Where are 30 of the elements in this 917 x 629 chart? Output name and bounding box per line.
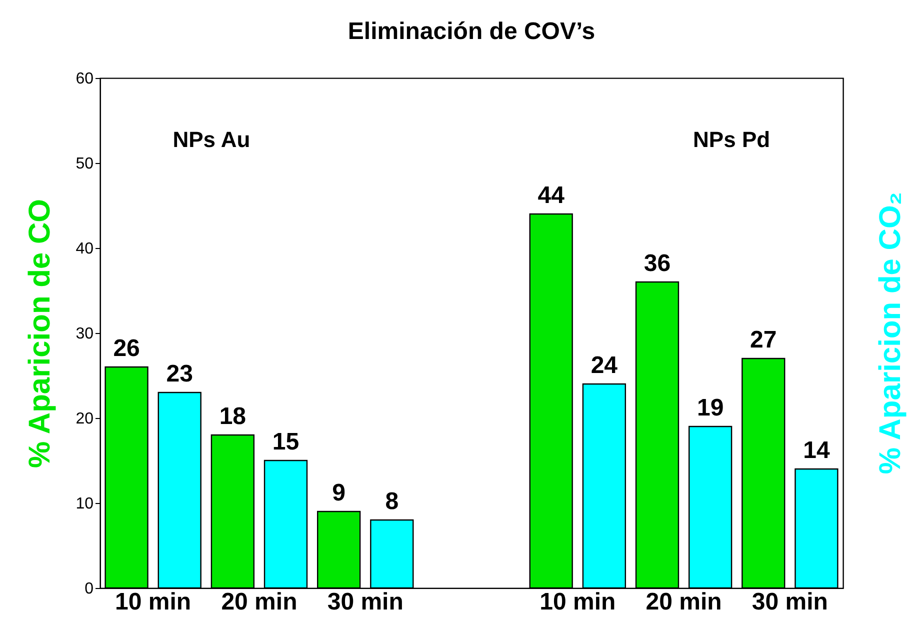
data-label: 26 (113, 335, 140, 362)
annotation: NPs Au (172, 127, 250, 152)
x-tick-label: 10 min (540, 588, 616, 616)
y-tick-label: 40 (76, 240, 94, 258)
data-label: 24 (590, 352, 618, 379)
data-label: 23 (166, 360, 193, 388)
x-tick-label: 10 min (115, 588, 192, 616)
y-tick-label: 30 (76, 326, 94, 342)
y-tick-label: 0 (84, 580, 94, 598)
data-label: 15 (272, 428, 300, 456)
x-tick-label: 20 min (221, 588, 298, 616)
y2-axis-title: % Aparicion de CO₂ (874, 192, 907, 474)
data-label: 9 (332, 480, 346, 506)
x-tick-label: 30 min (752, 588, 828, 616)
data-label: 36 (644, 250, 671, 277)
data-label: 19 (696, 394, 724, 422)
data-label: 14 (803, 437, 830, 464)
x-tick-label: 30 min (327, 588, 404, 616)
y-tick-label: 20 (76, 410, 94, 428)
annotation: NPs Pd (693, 127, 770, 152)
y-tick-label: 50 (76, 156, 94, 172)
data-label: 18 (219, 403, 246, 430)
y-axis-title: % Aparicion de CO (24, 199, 57, 468)
data-label: 44 (538, 182, 566, 209)
chart-title: Eliminación de COV’s (348, 18, 596, 45)
y-tick-label: 10 (76, 496, 94, 512)
y-tick-label: 60 (76, 70, 94, 88)
data-label: 27 (750, 326, 777, 354)
x-tick-label: 20 min (646, 588, 722, 616)
data-label: 8 (385, 488, 399, 515)
